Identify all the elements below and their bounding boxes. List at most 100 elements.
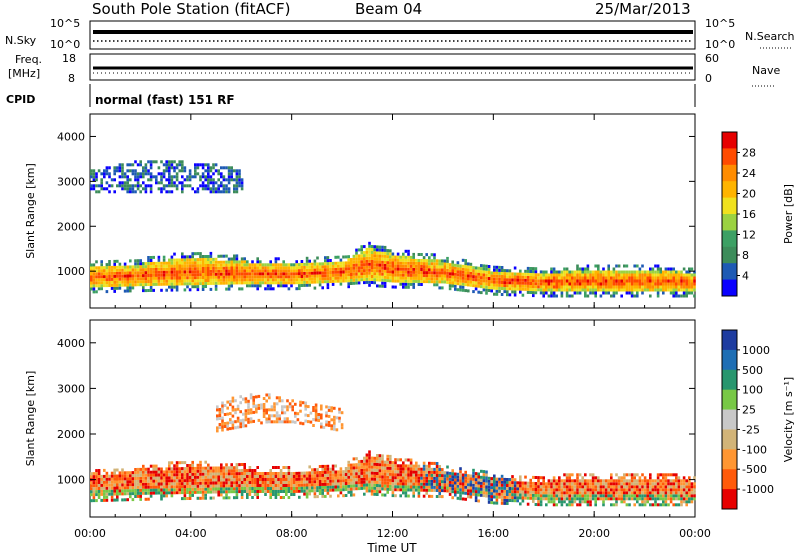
data-cell [113, 166, 116, 170]
data-cell [95, 484, 98, 488]
data-cell [136, 172, 140, 176]
data-cell [279, 490, 283, 493]
data-cell [253, 284, 257, 288]
data-cell [274, 272, 278, 276]
data-cell [92, 499, 96, 503]
data-cell [415, 258, 418, 262]
data-cell [186, 255, 189, 259]
data-cell [464, 283, 467, 287]
data-cell [373, 266, 376, 270]
data-cell [235, 260, 239, 264]
data-cell [110, 178, 114, 182]
data-cell [285, 275, 288, 279]
data-cell [638, 279, 642, 283]
data-cell [113, 477, 116, 481]
data-cell [438, 277, 441, 281]
data-cell [222, 490, 226, 494]
data-cell [227, 178, 231, 182]
data-cell [160, 187, 163, 191]
data-cell [667, 482, 670, 486]
data-cell [383, 269, 387, 273]
data-cell [139, 265, 142, 269]
data-cell [662, 270, 665, 274]
data-cell [196, 285, 200, 289]
data-cell [404, 485, 408, 489]
data-cell [568, 479, 571, 483]
data-cell [643, 497, 647, 501]
data-cell [186, 285, 189, 289]
data-cell [334, 479, 337, 483]
data-cell [610, 503, 613, 507]
data-cell [443, 471, 447, 475]
data-cell [659, 497, 662, 501]
data-cell [443, 271, 447, 275]
data-cell [365, 250, 369, 254]
data-cell [438, 471, 441, 474]
data-cell [391, 491, 395, 495]
data-cell [113, 483, 116, 487]
data-cell [342, 273, 345, 277]
data-cell [221, 422, 224, 426]
data-cell [318, 483, 322, 486]
data-cell [121, 474, 124, 478]
data-cell [662, 494, 665, 498]
data-cell [105, 263, 109, 267]
data-cell [103, 474, 106, 478]
data-cell [435, 486, 439, 489]
data-cell [313, 480, 317, 484]
data-cell [412, 494, 415, 498]
data-cell [175, 485, 179, 489]
data-cell [563, 497, 566, 501]
data-cell [221, 425, 224, 429]
data-cell [571, 273, 574, 277]
data-cell [331, 282, 335, 286]
data-cell [373, 248, 376, 252]
data-cell [110, 489, 114, 493]
data-cell [100, 287, 103, 291]
data-cell [274, 478, 278, 481]
data-cell [591, 473, 595, 477]
data-cell [623, 485, 626, 489]
data-cell [178, 270, 181, 274]
data-cell [265, 420, 268, 424]
data-cell [175, 258, 179, 262]
data-cell [226, 424, 229, 428]
data-cell [191, 267, 194, 271]
data-cell [116, 268, 119, 272]
data-cell [123, 268, 127, 272]
data-cell [547, 494, 551, 498]
data-cell [425, 277, 428, 281]
data-cell [201, 163, 205, 167]
data-cell [599, 270, 603, 274]
data-cell [563, 500, 566, 504]
data-cell [331, 488, 335, 492]
data-cell [256, 266, 259, 270]
data-cell [116, 480, 119, 484]
data-cell [474, 496, 478, 500]
data-cell [201, 261, 205, 264]
data-cell [422, 277, 426, 281]
data-cell [342, 482, 345, 486]
data-cell [235, 184, 239, 188]
data-cell [196, 484, 200, 488]
data-cell [407, 458, 410, 462]
data-cell [160, 273, 163, 277]
data-cell [391, 473, 395, 477]
data-cell [675, 479, 678, 483]
data-cell [646, 273, 649, 277]
data-cell [352, 487, 356, 491]
data-cell [134, 489, 137, 492]
data-cell [368, 265, 371, 269]
data-cell [204, 466, 207, 470]
data-cell [391, 276, 395, 280]
data-cell [638, 282, 642, 286]
data-cell [191, 264, 194, 268]
data-cell [253, 266, 257, 270]
data-cell [144, 184, 148, 188]
data-cell [381, 275, 384, 279]
data-cell [625, 503, 629, 507]
data-cell [597, 279, 600, 283]
data-cell [116, 477, 119, 481]
data-cell [178, 258, 181, 262]
data-cell [209, 190, 213, 194]
